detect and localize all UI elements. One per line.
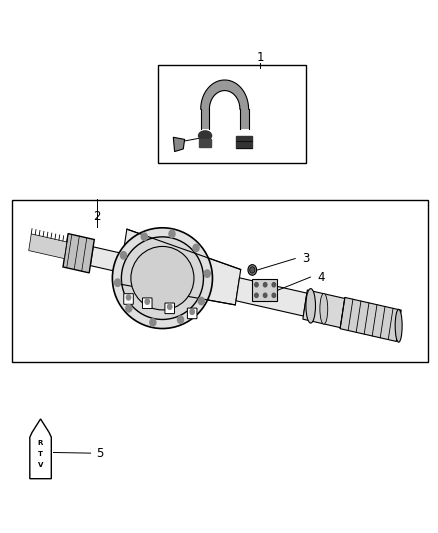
Circle shape [167,304,172,309]
FancyBboxPatch shape [142,298,152,309]
Polygon shape [240,109,249,130]
Bar [199,139,211,147]
Circle shape [193,244,199,252]
Circle shape [255,293,258,297]
Circle shape [250,267,255,273]
Text: V: V [38,462,43,469]
Circle shape [126,305,132,312]
FancyBboxPatch shape [165,303,174,313]
Circle shape [115,279,120,286]
Polygon shape [340,297,401,342]
Polygon shape [63,233,94,273]
Bar [237,136,252,148]
Circle shape [272,293,276,297]
Bar [12,200,428,362]
Text: R: R [38,440,43,446]
Circle shape [190,309,194,314]
Text: 2: 2 [93,209,101,223]
Circle shape [177,316,184,324]
Circle shape [204,270,210,277]
Circle shape [150,319,156,326]
Circle shape [169,230,175,238]
Circle shape [248,265,257,275]
Ellipse shape [121,237,204,319]
Circle shape [272,282,276,287]
Text: 3: 3 [302,252,310,265]
Polygon shape [201,109,209,130]
Circle shape [198,297,205,305]
Polygon shape [119,229,241,305]
Polygon shape [236,278,307,316]
Ellipse shape [198,131,212,140]
Circle shape [126,295,131,300]
Text: T: T [38,451,43,457]
Circle shape [120,252,127,259]
Ellipse shape [113,228,212,328]
Polygon shape [303,290,345,328]
Polygon shape [173,138,185,151]
Polygon shape [30,419,51,479]
Ellipse shape [306,288,315,323]
Text: 5: 5 [95,447,103,459]
Text: 1: 1 [257,51,264,63]
FancyBboxPatch shape [187,308,197,319]
Text: 4: 4 [318,271,325,284]
Ellipse shape [320,294,328,324]
Bar [158,65,306,163]
Bar [252,279,277,301]
FancyBboxPatch shape [124,294,133,304]
Polygon shape [90,247,123,272]
Ellipse shape [395,309,402,342]
Polygon shape [29,234,67,259]
Circle shape [255,282,258,287]
Circle shape [141,233,147,240]
Circle shape [263,293,267,297]
Polygon shape [201,80,249,109]
Ellipse shape [131,246,194,310]
Circle shape [145,299,149,304]
Circle shape [263,282,267,287]
